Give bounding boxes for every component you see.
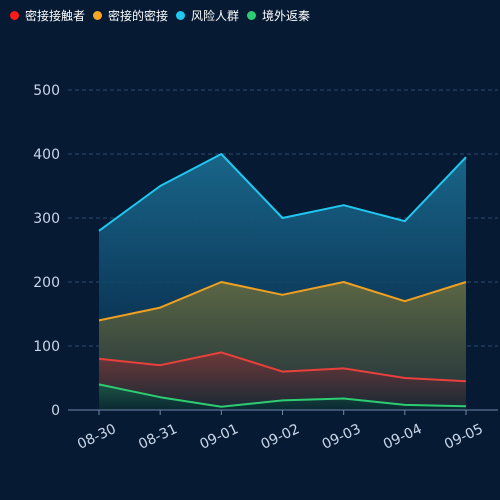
x-tick-label: 09-02 [259,421,303,453]
y-tick-label: 200 [33,275,60,291]
x-tick-label: 09-04 [381,421,425,453]
area-secondary-contacts [99,282,466,382]
line-risk-group [98,153,467,232]
legend-dot-orange [93,11,103,20]
x-tick-label: 09-01 [197,421,241,453]
line-overseas-returnees [98,383,467,408]
legend-label: 境外返秦 [262,9,311,23]
legend-item-risk-group[interactable]: 风险人群 [176,7,239,24]
y-tick-label: 100 [33,339,60,355]
y-tick-label: 0 [51,403,60,419]
legend-dot-cyan [176,11,186,20]
line-close-contacts [98,351,467,383]
line-layer [98,153,467,408]
x-tick-label: 08-30 [75,421,119,453]
y-tick-label: 300 [33,211,60,227]
x-tick-label: 08-31 [136,421,180,453]
x-tick-label: 09-05 [442,421,486,453]
legend-item-secondary-contacts[interactable]: 密接的密接 [93,7,168,24]
legend-label: 密接接触者 [25,9,86,23]
area-overseas-returnees [99,384,466,410]
legend-dot-red [10,11,19,20]
legend-label: 密接的密接 [108,9,169,23]
area-layer [99,154,466,410]
y-tick-label: 400 [33,147,60,163]
area-close-contacts [99,352,466,407]
legend-item-close-contacts[interactable]: 密接接触者 [10,7,85,24]
line-secondary-contacts [98,281,467,322]
legend-label: 风险人群 [191,9,240,23]
legend-dot-green [247,11,257,20]
legend-item-overseas-returnees[interactable]: 境外返秦 [247,7,310,24]
y-tick-label: 500 [33,83,60,99]
area-risk-group [99,154,466,321]
chart-legend: 密接接触者 密接的密接 风险人群 境外返秦 [10,7,318,24]
x-tick-label: 09-03 [320,421,364,453]
